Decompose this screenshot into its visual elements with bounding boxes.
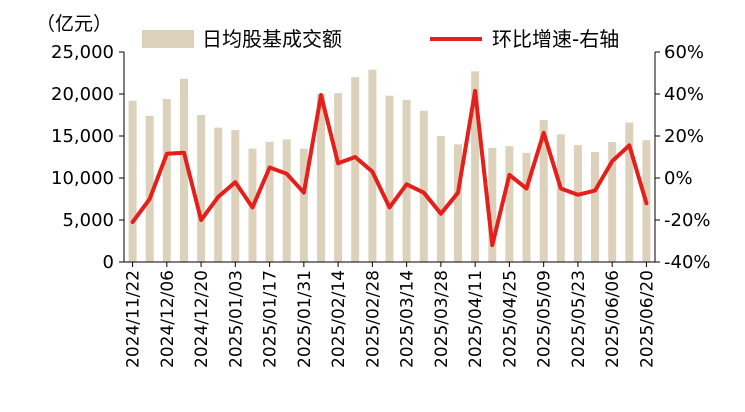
bar-2024-12-13	[180, 78, 188, 263]
left-tick-label: 25,000	[51, 42, 114, 63]
right-tick-label: 0%	[664, 168, 693, 189]
legend-label-line: 环比增速-右轴	[492, 27, 619, 51]
left-axis-unit-label: （亿元）	[36, 13, 112, 35]
right-tick-label: -20%	[664, 210, 711, 231]
right-tick-label: 20%	[664, 126, 704, 147]
bar-2025-04-03	[454, 144, 462, 262]
bar-2025-03-28	[436, 136, 445, 262]
legend-label-bar: 日均股基成交额	[202, 27, 342, 51]
bar-2024-11-29	[145, 115, 154, 262]
left-tick-label: 10,000	[51, 168, 114, 189]
x-tick-label: 2025/04/25	[500, 270, 520, 368]
bar-2025-05-09	[539, 120, 548, 262]
x-tick-label: 2025/02/14	[329, 270, 349, 368]
legend-swatch-bar	[142, 30, 194, 48]
bar-2025-01-17	[265, 141, 274, 262]
bar-2025-04-11	[471, 71, 480, 262]
x-tick-label: 2025/03/28	[432, 270, 452, 368]
bar-2024-11-22	[128, 100, 137, 262]
x-tick-label: 2025/06/06	[603, 270, 623, 368]
left-tick-label: 15,000	[51, 126, 114, 147]
bar-2025-05-23	[573, 145, 582, 262]
left-tick-label: 5,000	[62, 210, 114, 231]
bar-2024-12-06	[162, 99, 171, 262]
bar-2025-05-16	[556, 134, 565, 262]
bar-2025-06-06	[608, 141, 617, 262]
growth-rate-line	[130, 88, 649, 248]
x-tick-label: 2024/12/20	[192, 270, 212, 368]
x-tick-label: 2025/04/11	[466, 270, 486, 368]
bar-2025-03-21	[419, 110, 428, 262]
x-tick-label: 2025/02/28	[363, 270, 383, 368]
x-tick-label: 2024/12/06	[158, 270, 178, 368]
x-tick-label: 2025/01/17	[261, 270, 281, 368]
x-tick-label: 2025/03/14	[398, 270, 418, 368]
bar-2025-02-14	[334, 93, 343, 262]
left-tick-label: 0	[103, 252, 114, 273]
bar-2025-04-18	[488, 147, 497, 262]
x-tick-label: 2025/01/03	[226, 270, 246, 368]
right-tick-label: 40%	[664, 84, 704, 105]
bar-2025-01-03	[231, 130, 240, 262]
x-tick-label: 2025/06/20	[637, 270, 657, 368]
bar-2025-02-21	[351, 77, 360, 262]
left-tick-label: 20,000	[51, 84, 114, 105]
x-tick-label: 2025/05/23	[569, 270, 589, 368]
bar-2025-05-02	[522, 152, 531, 262]
bar-2025-02-07	[317, 94, 325, 262]
x-tick-label: 2025/05/09	[535, 270, 555, 368]
bar-2025-05-30	[591, 152, 599, 262]
bar-2025-03-07	[385, 95, 394, 262]
right-tick-label: 60%	[664, 42, 704, 63]
x-tick-label: 2025/01/31	[295, 270, 315, 368]
bar-2025-01-24	[282, 139, 291, 262]
x-tick-label: 2024/11/22	[124, 270, 144, 368]
bar-2025-02-28	[368, 69, 377, 262]
right-tick-label: -40%	[664, 252, 711, 273]
bar-2025-06-13	[625, 122, 634, 262]
bar-2025-04-25	[505, 146, 514, 262]
bar-2025-03-14	[402, 99, 411, 263]
bar-2024-12-20	[197, 115, 206, 262]
bar-2025-01-31	[299, 148, 308, 262]
